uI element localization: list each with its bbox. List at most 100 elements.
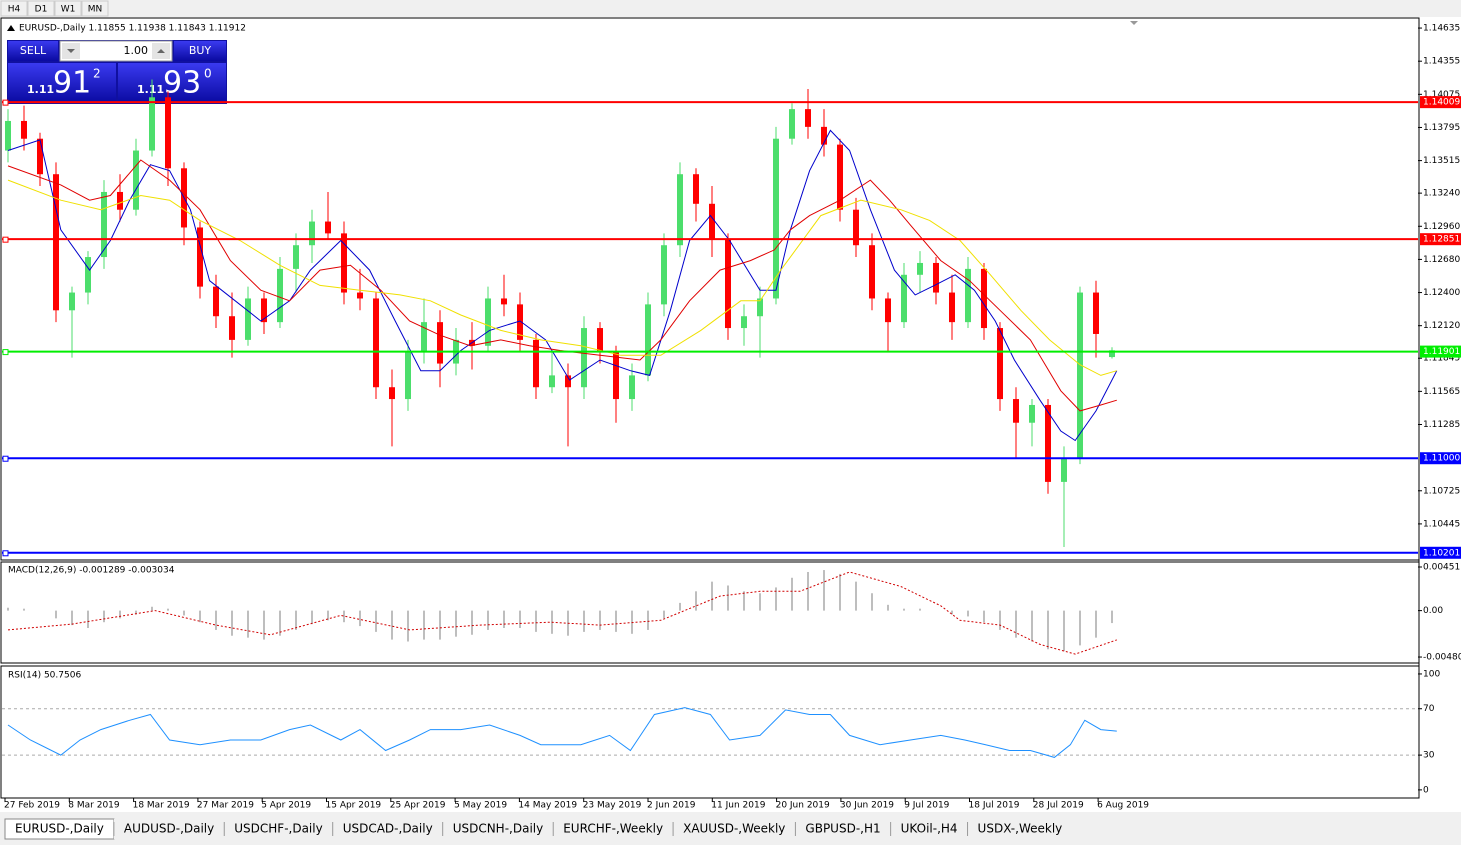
macd-panel <box>0 561 1420 664</box>
sell-button[interactable] <box>8 41 58 61</box>
y-tick-label: 1.13795 <box>1423 123 1460 133</box>
level-label-bg <box>1420 96 1461 109</box>
candle-body <box>245 298 251 340</box>
symbol-tab-label[interactable]: GBPUSD-,H1 <box>805 822 880 836</box>
level-label-bg <box>1420 233 1461 246</box>
symbol-tab[interactable] <box>795 819 891 839</box>
bid-frac: 2 <box>93 67 101 81</box>
buy-button[interactable] <box>174 41 226 61</box>
symbol-tab[interactable] <box>442 819 554 839</box>
y-tick-label: 1.14635 <box>1423 24 1460 34</box>
candle-body <box>837 144 843 210</box>
symbol-tab[interactable] <box>673 819 796 839</box>
level-handle <box>2 550 9 557</box>
candle-body <box>853 209 859 246</box>
symbol-tab-label[interactable]: XAUUSD-,Weekly <box>683 822 785 836</box>
chart-title: EURUSD-,Daily 1.11855 1.11938 1.11843 1.… <box>19 24 246 34</box>
x-tick-label: 27 Feb 2019 <box>4 801 60 811</box>
candle-body <box>373 298 379 388</box>
symbol-tab-label[interactable]: UKOil-,H4 <box>901 822 958 836</box>
buy-label[interactable]: BUY <box>189 44 212 57</box>
symbol-tab-label[interactable]: USDX-,Weekly <box>978 822 1063 836</box>
ask-box[interactable] <box>118 63 226 103</box>
symbol-tab-label[interactable]: EURUSD-,Daily <box>15 822 104 836</box>
x-tick-label: 15 Apr 2019 <box>326 801 382 811</box>
candle-body <box>629 375 635 400</box>
candle-body <box>773 138 779 299</box>
symbol-tab-label[interactable]: AUDUSD-,Daily <box>124 822 214 836</box>
symbol-tab-label[interactable]: USDCAD-,Daily <box>343 822 433 836</box>
candle-body <box>821 126 827 145</box>
candle-body <box>661 245 667 305</box>
candle-body <box>549 375 555 388</box>
x-tick-label: 18 Mar 2019 <box>133 801 190 811</box>
candle-body <box>165 97 171 169</box>
x-tick-label: 25 Apr 2019 <box>390 801 446 811</box>
symbol-tab-label[interactable]: EURCHF-,Weekly <box>563 822 663 836</box>
y-tick-label: 1.11285 <box>1423 420 1460 430</box>
level-label: 1.11901 <box>1423 347 1460 357</box>
candle-body <box>309 221 315 246</box>
timeframe-label[interactable]: W1 <box>61 5 76 15</box>
candle-body <box>197 227 203 287</box>
down-arrow <box>67 49 75 53</box>
bid-pips: 91 <box>53 66 91 101</box>
candle-body <box>5 120 11 151</box>
level-label-bg <box>1420 546 1461 559</box>
ask-frac: 0 <box>204 67 212 81</box>
candle-body <box>21 120 27 139</box>
timeframe-label[interactable]: D1 <box>35 5 48 15</box>
candle-body <box>965 268 971 323</box>
candle-body <box>517 304 523 340</box>
rsi-line <box>7 707 1117 758</box>
symbol-tab[interactable] <box>224 819 333 839</box>
symbol-tab[interactable] <box>332 819 443 839</box>
shift-marker <box>1130 21 1138 25</box>
bid-box[interactable] <box>8 63 116 103</box>
timeframe-button[interactable] <box>54 0 82 17</box>
symbol-tab[interactable] <box>967 819 1073 839</box>
rsi-title: RSI(14) 50.7506 <box>8 671 81 681</box>
moving-average <box>7 179 1117 376</box>
symbol-tab-label[interactable]: USDCNH-,Daily <box>453 822 544 836</box>
y-tick-label: 0 <box>1423 785 1429 795</box>
level-handle <box>2 455 9 462</box>
timeframe-button[interactable] <box>27 0 55 17</box>
x-tick-label: 5 May 2019 <box>454 801 507 811</box>
candle-body <box>117 191 123 210</box>
candle-body <box>1045 404 1051 482</box>
timeframe-button[interactable] <box>0 0 28 17</box>
symbol-tab[interactable] <box>890 819 968 839</box>
y-tick-label: 0.004517 <box>1423 562 1461 572</box>
candle-body <box>789 109 795 139</box>
candle-body <box>597 328 603 352</box>
y-tick-label: 1.11845 <box>1423 354 1460 364</box>
lot-input[interactable] <box>59 40 173 62</box>
symbol-tab-label[interactable]: USDCHF-,Daily <box>234 822 322 836</box>
sell-label[interactable]: SELL <box>20 44 47 57</box>
candle-body <box>437 322 443 364</box>
level-label: 1.10201 <box>1423 548 1460 558</box>
candle-body <box>693 174 699 204</box>
candle-body <box>565 375 571 388</box>
y-tick-label: 70 <box>1423 704 1435 714</box>
bid-big: 1.11 <box>27 83 54 96</box>
candle-body <box>709 203 715 240</box>
candle-body <box>1077 292 1083 459</box>
x-tick-label: 23 May 2019 <box>583 801 642 811</box>
x-tick-label: 8 Mar 2019 <box>68 801 120 811</box>
candle-body <box>677 174 683 246</box>
lot-value[interactable]: 1.00 <box>124 44 149 57</box>
candle-body <box>757 298 763 317</box>
moving-average <box>7 159 1117 412</box>
timeframe-label[interactable]: MN <box>88 5 103 15</box>
candle-body <box>1093 292 1099 334</box>
candle-body <box>261 298 267 323</box>
symbol-tab[interactable] <box>553 819 674 839</box>
candle-body <box>485 298 491 346</box>
level-label: 1.14009 <box>1423 98 1460 108</box>
timeframe-label[interactable]: H4 <box>8 5 21 15</box>
y-tick-label: 1.10725 <box>1423 486 1460 496</box>
symbol-tab[interactable] <box>113 819 225 839</box>
timeframe-button[interactable] <box>81 0 109 17</box>
